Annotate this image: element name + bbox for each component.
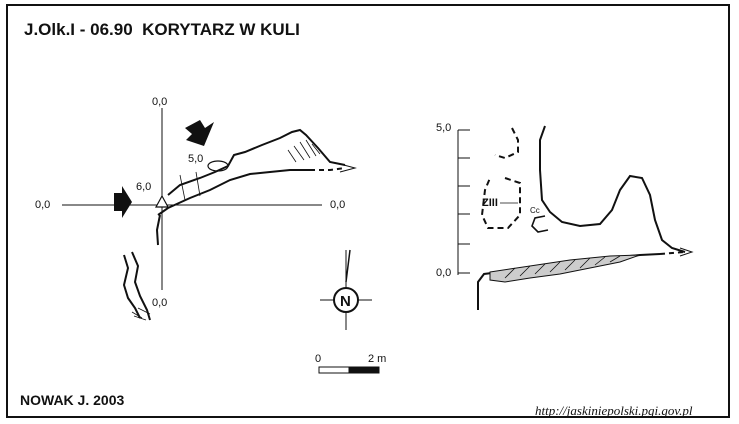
scale-end-label: 2 m [368, 353, 386, 365]
cross-line-1 [179, 174, 186, 201]
section-upper-dashed-wall [494, 127, 519, 160]
passage-dashed-end [310, 167, 346, 171]
scale-start-label: 0 [315, 353, 321, 365]
source-link[interactable]: http://jaskiniepolski.pgi.gov.pl [535, 403, 693, 418]
section-bottom-level: 0,0 [436, 267, 451, 279]
section-small-chamber [531, 215, 549, 233]
north-arrow: N [320, 249, 372, 330]
scale-bar-white [318, 366, 350, 374]
north-letter: N [340, 293, 351, 310]
compass-icon [333, 287, 359, 313]
plan-depth-label-1: 5,0 [188, 153, 203, 165]
passage-tail-arrow [339, 163, 357, 173]
passage-hatching [287, 139, 321, 163]
section-view: 5,0 0,0 ZIII Cc [436, 122, 694, 310]
passage-extension-wall [155, 214, 161, 246]
section-sediment [489, 254, 641, 283]
passage-upper-wall [167, 128, 346, 196]
plan-depth-label-2: 6,0 [136, 181, 151, 193]
entrance-arrow-southeast-icon [185, 120, 214, 146]
plan-top-label: 0,0 [152, 96, 167, 108]
section-floor-dashed [659, 251, 686, 255]
plan-view: 0,0 0,0 0,0 0,0 5,0 6,0 [35, 96, 357, 321]
passage-lower-wall [157, 169, 310, 216]
section-marker: ZIII [482, 197, 498, 209]
section-top-level: 5,0 [436, 122, 451, 134]
author-credit: NOWAK J. 2003 [20, 392, 125, 408]
section-niche-dashed [480, 177, 521, 229]
section-end-arrow [679, 247, 694, 257]
plan-left-label: 0,0 [35, 199, 50, 211]
scale-bar: 0 2 m [315, 353, 386, 374]
survey-station-icon [154, 194, 170, 208]
section-small-label: Cc [530, 206, 540, 215]
section-sediment-hatching [504, 255, 621, 279]
cross-line-2 [195, 171, 201, 197]
cave-title: J.Olk.I - 06.90 KORYTARZ W KULI [24, 20, 300, 39]
plan-right-label: 0,0 [330, 199, 345, 211]
offshoot-wall-2 [131, 251, 151, 321]
passage-chamber [207, 160, 229, 172]
offshoot-hatching [131, 307, 151, 321]
section-main-wall [539, 125, 686, 253]
plan-bottom-label: 0,0 [152, 297, 167, 309]
scale-bar-black [348, 366, 380, 374]
entrance-arrow-east-icon [114, 186, 132, 218]
offshoot-wall-1 [122, 254, 141, 319]
north-arrow-needle [345, 249, 351, 283]
map-frame [6, 4, 730, 418]
